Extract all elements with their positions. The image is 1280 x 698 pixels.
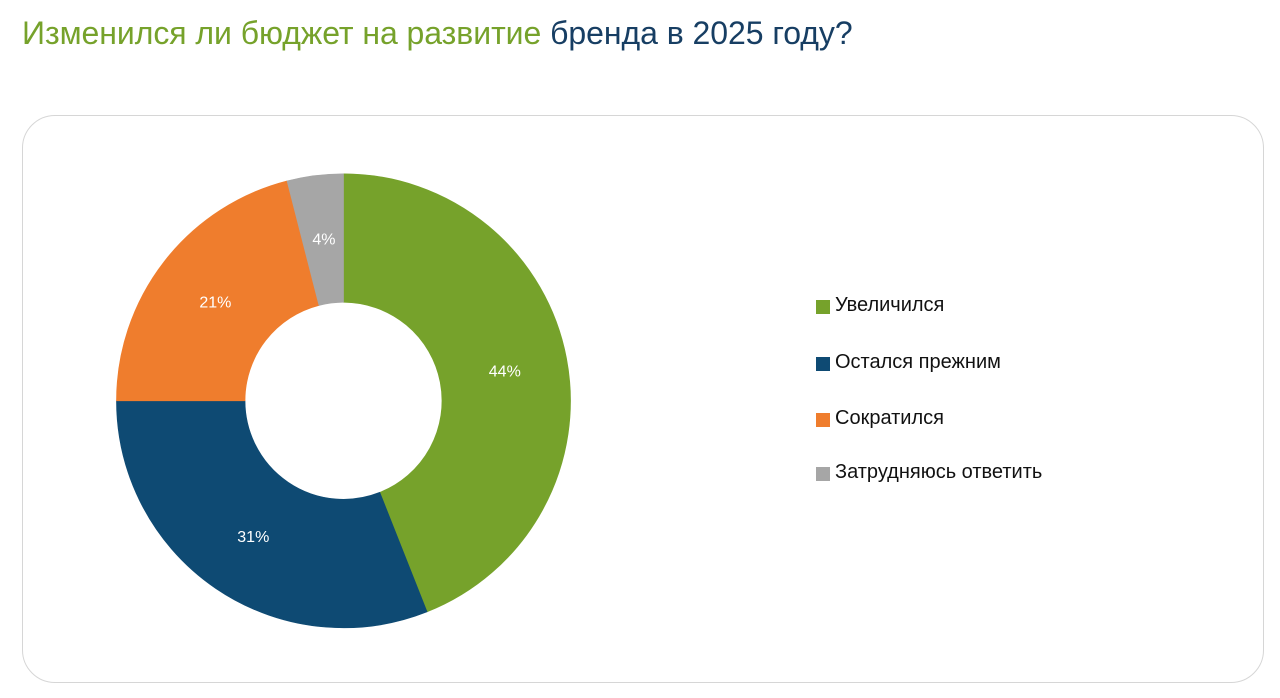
svg-text:31%: 31% — [237, 529, 269, 546]
svg-text:44%: 44% — [489, 364, 521, 381]
svg-text:4%: 4% — [312, 232, 335, 249]
svg-text:21%: 21% — [199, 294, 231, 311]
